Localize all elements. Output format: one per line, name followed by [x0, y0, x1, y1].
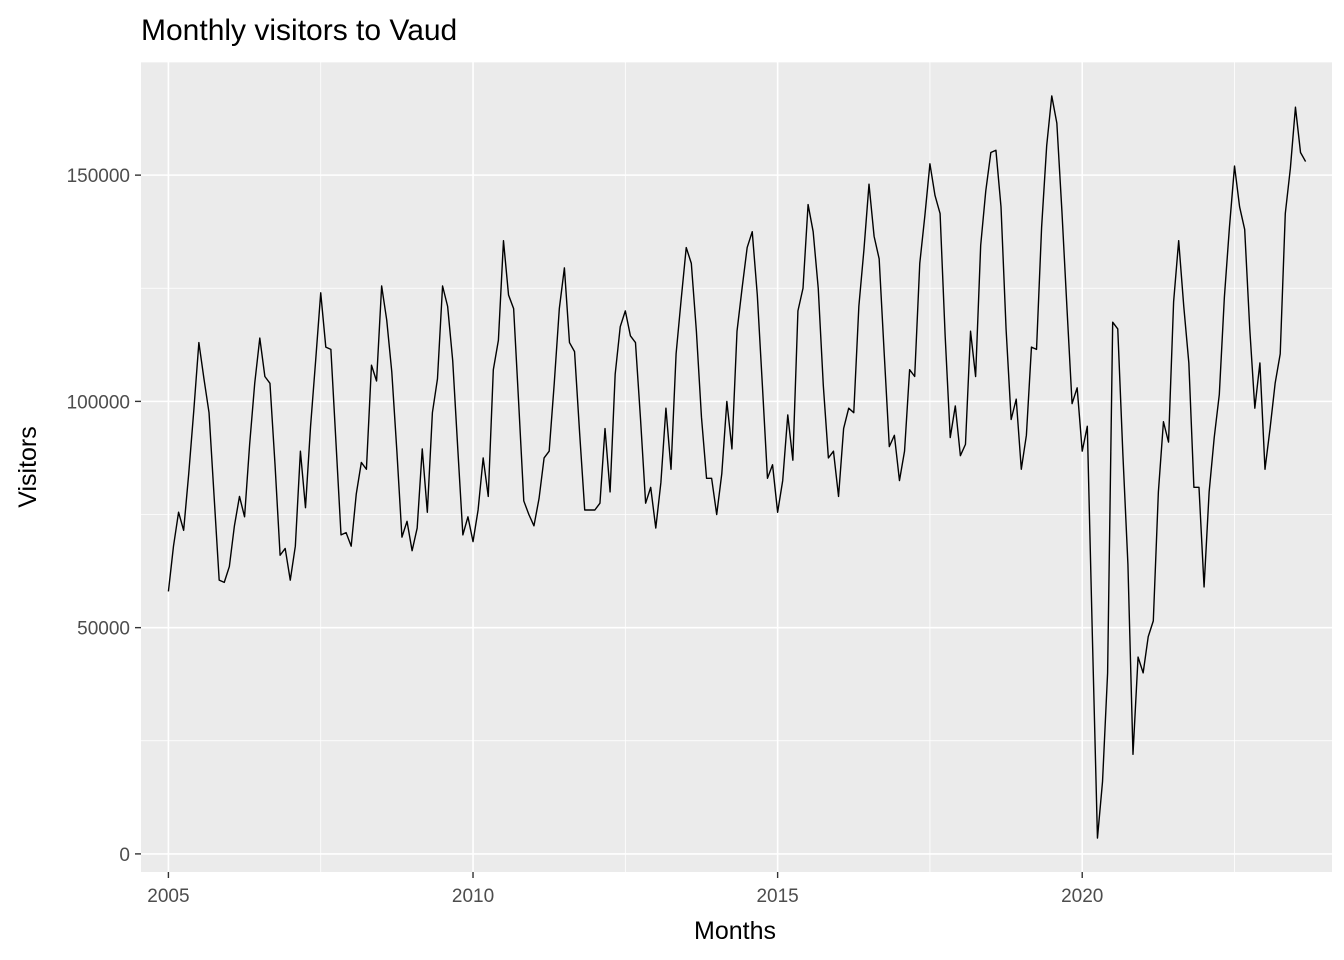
series-line-visitors	[167, 95, 1307, 839]
y-tick-label: 100000	[67, 392, 130, 413]
y-tick-label: 150000	[67, 166, 130, 187]
y-tick-label: 0	[119, 845, 130, 866]
major-gridlines	[141, 62, 1332, 872]
y-tick-label: 50000	[77, 619, 130, 640]
x-axis-tick-labels: 2005 2010 2015 2020	[147, 886, 1103, 907]
y-axis-tick-labels: 0 50000 100000 150000	[67, 166, 130, 866]
x-axis-title: Months	[694, 917, 776, 945]
x-tick-label: 2010	[452, 886, 494, 907]
x-tick-label: 2005	[147, 886, 189, 907]
x-tick-label: 2020	[1061, 886, 1103, 907]
plot-panel	[141, 62, 1332, 872]
x-tick-label: 2015	[756, 886, 798, 907]
chart-title: Monthly visitors to Vaud	[141, 14, 457, 47]
x-axis-ticks	[167, 872, 1083, 878]
y-axis-title: Visitors	[14, 426, 42, 508]
y-axis-ticks	[135, 174, 141, 855]
